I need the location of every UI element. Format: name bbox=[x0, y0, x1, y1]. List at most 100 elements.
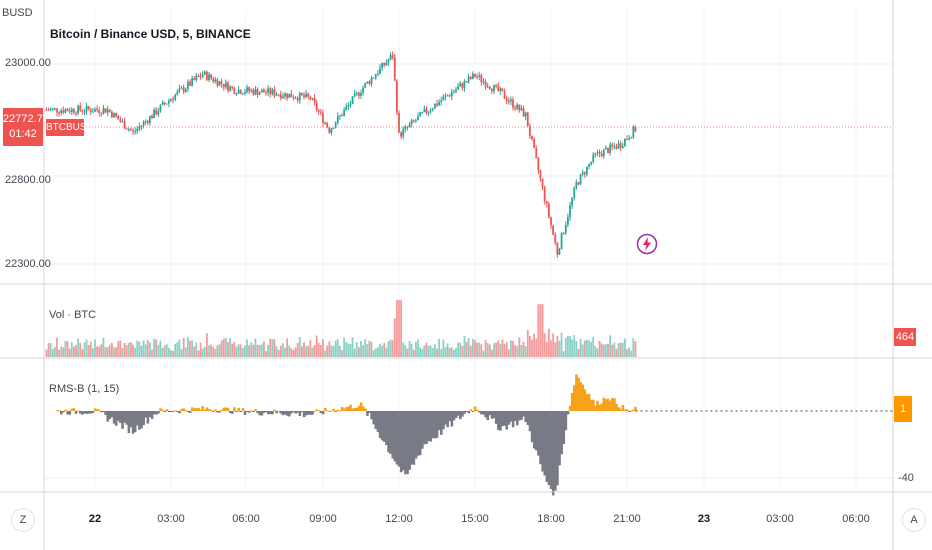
indicator-positive-bar bbox=[95, 409, 99, 411]
candle-up bbox=[159, 104, 162, 112]
lightning-icon[interactable] bbox=[636, 233, 658, 255]
volume-bar bbox=[197, 350, 200, 357]
candle-up bbox=[85, 106, 88, 112]
time-tick-23: 23 bbox=[697, 513, 711, 525]
indicator-negative-bar bbox=[62, 411, 65, 413]
candle-down bbox=[436, 103, 438, 106]
volume-bar bbox=[58, 349, 61, 357]
volume-bar bbox=[117, 341, 120, 357]
indicator-negative-bar bbox=[471, 411, 475, 412]
volume-bar bbox=[427, 345, 430, 357]
candle-up bbox=[184, 88, 187, 92]
volume-bar bbox=[256, 344, 259, 357]
volume-bar bbox=[307, 345, 310, 357]
volume-bar bbox=[581, 344, 584, 357]
time-tick-1500: 15:00 bbox=[461, 513, 489, 525]
volume-bar bbox=[191, 340, 194, 357]
candle-down bbox=[155, 109, 158, 115]
candle-up bbox=[153, 109, 156, 118]
volume-bar bbox=[100, 344, 103, 357]
volume-bar bbox=[450, 347, 453, 357]
indicator-negative-bar bbox=[505, 411, 509, 430]
candle-down bbox=[233, 87, 236, 94]
candle-up bbox=[381, 62, 384, 68]
indicator-positive-bar bbox=[349, 404, 352, 411]
indicator-negative-bar bbox=[446, 411, 449, 428]
volume-bar bbox=[355, 341, 358, 357]
indicator-negative-bar bbox=[304, 411, 308, 416]
indicator-positive-bar bbox=[351, 408, 354, 411]
volume-bar bbox=[142, 340, 145, 357]
indicator-negative-bar bbox=[66, 411, 69, 415]
candle-down bbox=[72, 108, 75, 113]
candle-up bbox=[178, 88, 181, 92]
volume-bar bbox=[414, 342, 417, 357]
candle-up bbox=[609, 144, 612, 154]
candle-down bbox=[248, 87, 251, 92]
volume-bar bbox=[246, 339, 248, 357]
volume-bar bbox=[514, 345, 517, 357]
candle-down bbox=[87, 106, 90, 110]
candle-up bbox=[457, 86, 460, 90]
candle-down bbox=[199, 76, 202, 78]
volume-bar bbox=[79, 342, 82, 357]
indicator-negative-bar bbox=[459, 411, 462, 420]
volume-bar bbox=[469, 345, 472, 357]
indicator-negative-bar bbox=[389, 411, 392, 454]
volume-bar bbox=[184, 347, 187, 357]
indicator-negative-bar bbox=[285, 411, 289, 416]
indicator-positive-bar bbox=[630, 410, 633, 412]
auto-scale-button[interactable]: A bbox=[902, 508, 926, 532]
volume-bar bbox=[569, 336, 571, 357]
volume-bar bbox=[203, 346, 206, 357]
candle-up bbox=[174, 94, 177, 100]
indicator-positive-bar bbox=[473, 406, 477, 411]
volume-bar bbox=[357, 347, 360, 357]
indicator-positive-bar bbox=[165, 409, 169, 411]
candle-up bbox=[305, 93, 308, 98]
volume-bar bbox=[195, 342, 198, 357]
candle-up bbox=[408, 124, 411, 128]
candle-up bbox=[218, 81, 221, 86]
time-tick-0600: 06:00 bbox=[232, 513, 260, 525]
volume-bar bbox=[341, 350, 343, 357]
indicator-negative-bar bbox=[492, 411, 496, 419]
volume-bar bbox=[102, 337, 105, 357]
candle-down bbox=[265, 92, 267, 94]
indicator-negative-bar bbox=[252, 411, 255, 412]
volume-bar bbox=[121, 348, 124, 357]
volume-bar bbox=[151, 349, 153, 357]
volume-bar bbox=[383, 343, 386, 357]
indicator-positive-bar bbox=[592, 399, 595, 411]
volume-bar bbox=[533, 333, 536, 357]
volume-bar bbox=[237, 344, 240, 357]
volume-bar bbox=[448, 347, 451, 357]
indicator-positive-bar bbox=[254, 408, 257, 411]
candle-up bbox=[588, 164, 590, 167]
volume-bar bbox=[619, 342, 622, 357]
indicator-negative-bar bbox=[279, 411, 283, 414]
candle-down bbox=[96, 108, 99, 111]
volume-bar bbox=[433, 344, 436, 357]
volume-bar bbox=[604, 344, 607, 357]
volume-bar bbox=[214, 349, 217, 357]
indicator-negative-bar bbox=[516, 411, 519, 426]
candle-down bbox=[123, 121, 126, 129]
volume-bar bbox=[512, 340, 514, 357]
volume-bar bbox=[518, 337, 521, 357]
zoom-button[interactable]: Z bbox=[11, 508, 35, 532]
indicator-negative-bar bbox=[334, 411, 338, 412]
volume-bar bbox=[254, 338, 257, 357]
volume-bar bbox=[72, 346, 75, 357]
indicator-positive-bar bbox=[338, 410, 342, 412]
volume-bar bbox=[178, 339, 181, 357]
volume-bar bbox=[440, 349, 443, 357]
candle-down bbox=[514, 107, 517, 109]
candle-up bbox=[372, 77, 375, 79]
indicator-negative-bar bbox=[412, 411, 416, 465]
volume-bar bbox=[583, 340, 586, 357]
indicator-negative-bar bbox=[231, 411, 234, 414]
candle-down bbox=[212, 78, 215, 82]
candle-down bbox=[518, 104, 521, 111]
